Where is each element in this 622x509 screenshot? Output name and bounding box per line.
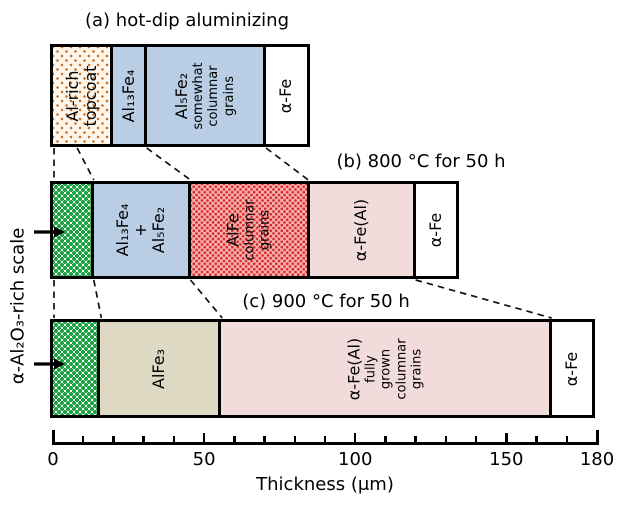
segment-label: α-Fe(Al) (351, 198, 371, 262)
segment-al13fe4-plus-al5fe2: Al₁₃Fe₄ + Al₅Fe₂ (93, 184, 191, 276)
panel-c-title: (c) 900 °C for 50 h (242, 291, 410, 312)
segment-label-main: Al₁₃Fe₄ + Al₅Fe₂ (112, 203, 168, 257)
segment-al-rich-topcoat: Al-rich topcoat (53, 47, 114, 144)
panel-b-title: (b) 800 °C for 50 h (336, 151, 506, 172)
layer-bar-a: Al-rich topcoat Al₁₃Fe₄ Al₅Fe₂ somewhat col… (50, 44, 310, 147)
segment-alfe3: AlFe₃ (99, 322, 221, 415)
layer-bar-b: Al₁₃Fe₄ + Al₅Fe₂ AlFe columnar grains α-Fe(… (50, 181, 460, 279)
axis-tick-label: 100 (338, 449, 373, 470)
segment-label: AlFe columnar grains (223, 199, 273, 261)
segment-alpha-fe: α-Fe (266, 47, 307, 144)
segment-label-main: α-Fe (426, 212, 446, 248)
segment-label-main: α-Fe (562, 351, 582, 386)
segment-label: Al-rich topcoat (62, 65, 100, 126)
segment-alpha-fe: α-Fe (415, 184, 457, 276)
axis-tick (565, 436, 569, 442)
segment-label: α-Fe(Al) fully grown columnar grains (344, 337, 424, 400)
axis-tick (51, 430, 55, 442)
segment-label: Al₁₃Fe₄ (118, 69, 138, 122)
segment-label: α-Fe (276, 78, 296, 113)
segment-label: AlFe₃ (148, 348, 168, 389)
axis-tick (384, 436, 387, 442)
layer-bar-c: AlFe₃ α-Fe(Al) fully grown columnar grains… (50, 319, 596, 418)
segment-label-main: AlFe (223, 213, 243, 247)
axis-tick (474, 436, 478, 442)
dashed-connector (265, 147, 309, 181)
dashed-connector (415, 279, 552, 319)
dashed-connector (76, 147, 95, 181)
axis-tick (202, 433, 206, 442)
segment-alpha-fe-al: α-Fe(Al) fully grown columnar grains (220, 322, 552, 415)
axis-tick (263, 436, 266, 442)
segment-label-main: Al₅Fe₂ (171, 72, 191, 119)
axis-tick (535, 436, 538, 442)
segment-label-main: Al-rich topcoat (62, 65, 100, 126)
axis-baseline (51, 442, 599, 445)
axis-tick (595, 430, 599, 442)
segment-al13fe4: Al₁₃Fe₄ (113, 47, 147, 144)
segment-alpha-fe: α-Fe (551, 322, 593, 415)
segment-alumina-scale (53, 184, 94, 276)
panel-a-title: (a) hot-dip aluminizing (84, 10, 290, 31)
axis-tick (233, 436, 236, 442)
axis-tick (444, 436, 448, 442)
axis-title: Thickness (μm) (256, 474, 394, 495)
segment-label-sub: somewhat columnar grains (190, 61, 237, 130)
segment-label: Al₁₃Fe₄ + Al₅Fe₂ (112, 203, 168, 257)
segment-label-main: α-Fe(Al) (351, 198, 371, 262)
segment-al5fe2: Al₅Fe₂ somewhat columnar grains (146, 47, 267, 144)
axis-tick (172, 436, 176, 442)
axis-tick (81, 436, 85, 442)
axis-tick-label: 0 (47, 449, 59, 470)
dashed-connector (92, 279, 103, 319)
segment-alfe: AlFe columnar grains (190, 184, 310, 276)
segment-alpha-fe-al: α-Fe(Al) (309, 184, 416, 276)
segment-label-main: α-Fe(Al) (344, 337, 364, 400)
axis-tick (414, 436, 417, 442)
axis-tick-label: 50 (192, 449, 216, 470)
segment-label: α-Fe (426, 212, 446, 248)
axis-tick (505, 433, 508, 442)
segment-label-main: α-Fe (276, 78, 296, 113)
axis-tick (323, 436, 327, 442)
segment-label-main: Al₁₃Fe₄ (118, 69, 138, 122)
axis-tick (142, 436, 145, 442)
axis-tick (293, 436, 297, 442)
segment-label-sub: fully grown columnar grains (362, 337, 424, 400)
side-label-alumina-scale: α-Al₂O₃-rich scale (7, 227, 29, 385)
axis-tick (112, 436, 115, 442)
dashed-connector (189, 279, 223, 319)
segment-alumina-scale (53, 322, 100, 415)
segment-label: α-Fe (562, 351, 582, 386)
dashed-connector (146, 147, 192, 181)
segment-label-main: AlFe₃ (148, 348, 168, 389)
segment-label: Al₅Fe₂ somewhat columnar grains (171, 61, 237, 130)
segment-label-sub: columnar grains (242, 199, 273, 261)
axis-tick (353, 433, 357, 442)
axis-tick-label: 180 (579, 449, 615, 470)
axis-tick-label: 150 (489, 449, 524, 470)
